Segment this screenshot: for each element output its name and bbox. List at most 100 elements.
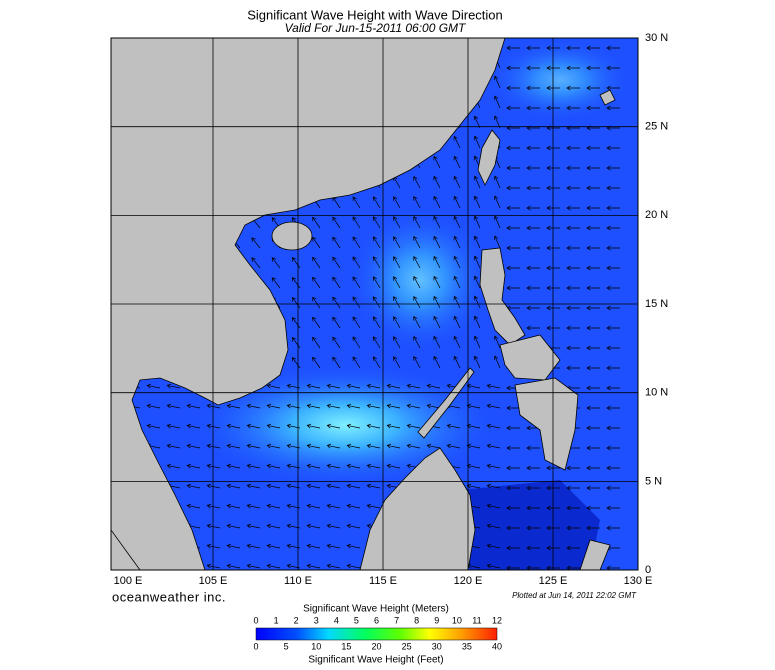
arrow	[372, 196, 381, 209]
arrow	[352, 196, 361, 209]
arrow	[506, 145, 520, 151]
arrow	[546, 185, 560, 191]
arrow	[453, 295, 461, 309]
land-sulawesi	[579, 539, 611, 570]
arrow	[453, 235, 461, 249]
arrow	[433, 315, 441, 329]
arrow	[366, 483, 381, 489]
arrow	[586, 465, 600, 471]
arrow	[406, 443, 421, 449]
arrow	[506, 225, 520, 231]
arrow	[326, 483, 341, 489]
arrow	[346, 463, 361, 469]
arrow	[526, 465, 540, 471]
arrow	[493, 335, 501, 349]
arrow	[493, 355, 501, 369]
arrow	[266, 443, 281, 449]
arrow	[332, 296, 341, 309]
lat-label: 20 N	[645, 209, 668, 221]
arrow	[526, 205, 540, 211]
arrow	[586, 525, 600, 531]
arrow	[506, 205, 520, 211]
arrow	[352, 296, 361, 309]
feet-tick-label: 20	[371, 641, 381, 651]
arrow	[226, 543, 241, 549]
arrow	[566, 325, 580, 331]
arrow	[393, 236, 401, 249]
arrow	[246, 423, 261, 429]
arrow	[446, 423, 461, 429]
lon-label: 125 E	[539, 575, 568, 587]
arrow	[566, 565, 580, 570]
meters-tick-label: 2	[294, 615, 299, 625]
arrow	[506, 65, 520, 71]
arrow	[271, 277, 281, 289]
arrow	[486, 423, 501, 429]
arrow	[251, 257, 261, 269]
arrow	[426, 403, 441, 409]
arrow	[526, 525, 540, 531]
arrow	[246, 543, 261, 549]
arrow	[586, 225, 600, 231]
arrow	[566, 545, 580, 551]
arrow	[332, 356, 341, 369]
arrow	[526, 285, 540, 291]
arrow	[413, 235, 421, 249]
arrow	[326, 423, 341, 429]
lat-label: 25 N	[645, 121, 668, 133]
arrow	[566, 245, 580, 251]
arrow	[486, 523, 501, 529]
lon-label: 120 E	[454, 575, 483, 587]
arrow	[366, 463, 381, 469]
meters-tick-label: 7	[394, 615, 399, 625]
arrow	[306, 543, 321, 549]
arrow	[266, 483, 281, 489]
arrow	[266, 543, 281, 549]
arrow	[606, 185, 620, 191]
arrow	[326, 523, 341, 529]
arrow	[332, 336, 341, 349]
arrow	[166, 403, 181, 409]
arrow	[246, 463, 261, 469]
arrow	[546, 565, 560, 570]
arrow	[453, 195, 461, 209]
arrow	[312, 236, 321, 249]
arrow	[586, 85, 600, 91]
plotted-time: Plotted at Jun 14, 2011 22:02 GMT	[512, 591, 637, 600]
arrow	[246, 503, 261, 509]
arrow	[346, 403, 361, 409]
meters-tick-label: 6	[374, 615, 379, 625]
arrow	[526, 305, 540, 311]
land-palawan	[417, 367, 475, 439]
arrow	[506, 85, 520, 91]
arrow	[352, 316, 361, 329]
arrow	[413, 355, 421, 369]
arrow	[246, 523, 261, 529]
arrow	[453, 215, 461, 229]
meters-tick-label: 9	[434, 615, 439, 625]
arrow	[526, 225, 540, 231]
arrow	[566, 85, 580, 91]
arrow	[506, 505, 520, 511]
arrow	[493, 75, 501, 89]
arrow	[226, 503, 241, 509]
meters-tick-label: 4	[334, 615, 339, 625]
arrow	[146, 383, 161, 389]
arrow	[546, 525, 560, 531]
arrow	[606, 245, 620, 251]
arrow	[606, 405, 620, 411]
arrow	[326, 383, 341, 389]
arrow	[186, 403, 201, 409]
arrow	[393, 276, 401, 289]
arrow	[506, 545, 520, 551]
axis-labels: 100 E 105 E 110 E 115 E 120 E 125 E 130 E 30 N 2…	[114, 32, 669, 587]
arrow	[386, 383, 401, 389]
arrow	[506, 245, 520, 251]
arrow	[393, 296, 401, 309]
arrow	[206, 403, 221, 409]
arrow	[586, 345, 600, 351]
arrow	[606, 145, 620, 151]
arrow	[566, 145, 580, 151]
arrow	[446, 443, 461, 449]
arrow	[433, 255, 441, 269]
